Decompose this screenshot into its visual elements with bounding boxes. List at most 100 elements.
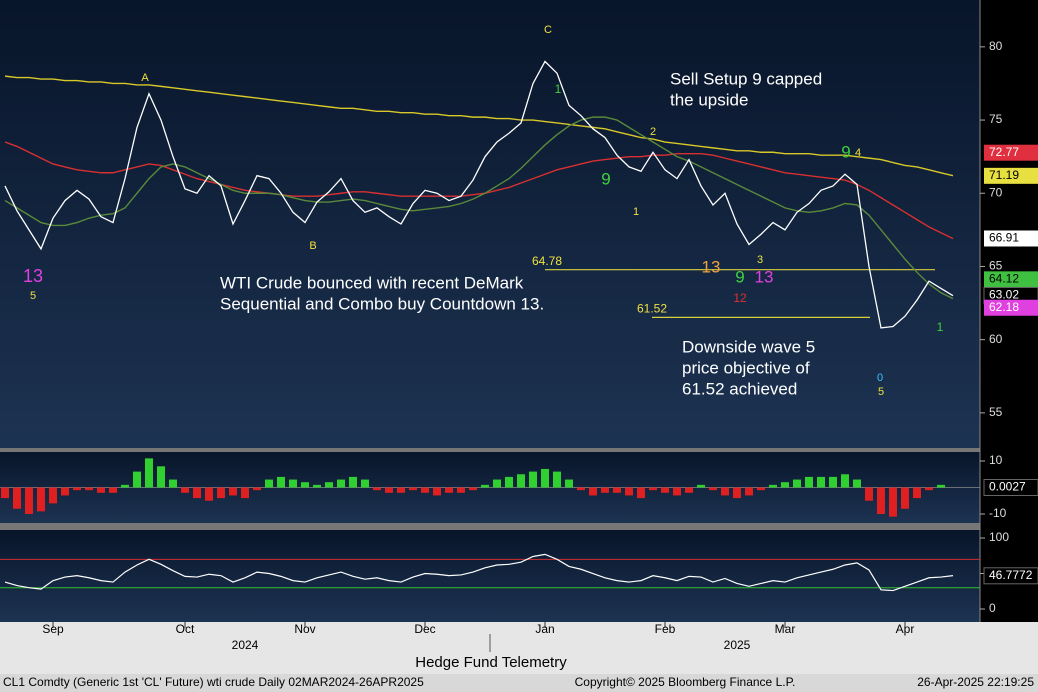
price-tag — [984, 299, 1038, 316]
x-axis-area — [0, 622, 1038, 674]
histogram-bar — [577, 487, 585, 491]
annotation: Downside wave 5 — [682, 337, 815, 356]
annotation: the upside — [670, 90, 748, 109]
y-tick-label: 10 — [989, 453, 1003, 467]
histogram-bar — [1, 487, 9, 499]
histogram-bar — [469, 487, 477, 491]
histogram-bar — [373, 487, 381, 491]
histogram-bar — [625, 487, 633, 496]
histogram-bar — [109, 487, 117, 493]
demark-count: 12 — [733, 291, 747, 305]
demark-count: 5 — [30, 290, 36, 302]
histogram-bar — [817, 476, 825, 488]
demark-count: 1 — [937, 320, 944, 334]
series-line — [4, 60, 954, 329]
price-tag — [984, 144, 1038, 161]
demark-count: 4 — [855, 147, 861, 159]
level-label: 64.78 — [532, 254, 562, 268]
x-tick-label: Mar — [775, 622, 796, 636]
histogram-bar — [61, 487, 69, 496]
histogram-bar — [709, 487, 717, 491]
y-tick-label: 100 — [989, 530, 1009, 544]
price-panel — [0, 0, 980, 448]
y-tick-label: 55 — [989, 405, 1003, 419]
histogram-bar — [937, 484, 945, 488]
y-tick-label: 60 — [989, 332, 1003, 346]
histogram-bar — [529, 471, 537, 488]
histogram-bar — [229, 487, 237, 496]
histogram-bar — [421, 487, 429, 493]
demark-count: 13 — [23, 266, 43, 286]
price-tag-label: 66.91 — [989, 231, 1019, 245]
histogram-bar — [265, 479, 273, 488]
histogram-bar — [181, 487, 189, 493]
histogram-bar — [313, 484, 321, 488]
demark-count: 0 — [877, 372, 883, 384]
histogram-bar — [361, 479, 369, 488]
status-bar — [0, 674, 1038, 692]
x-tick-label: Feb — [655, 622, 676, 636]
histogram-bar — [325, 482, 333, 488]
histogram-bar — [793, 479, 801, 488]
annotation: Sequential and Combo buy Countdown 13. — [220, 294, 544, 313]
y-tick-label: 75 — [989, 112, 1003, 126]
footer-center: Hedge Fund Telemetry — [415, 654, 567, 671]
histogram-bar — [769, 484, 777, 488]
histogram-bar — [409, 487, 417, 491]
histogram-bar — [121, 484, 129, 488]
histogram-bar — [241, 487, 249, 499]
series-line — [4, 75, 954, 177]
histogram-bar — [877, 487, 885, 514]
x-tick-label: Apr — [896, 622, 915, 636]
demark-count: 5 — [878, 386, 884, 398]
demark-count: 13 — [702, 257, 721, 276]
histogram-bar — [277, 476, 285, 488]
price-tag — [983, 478, 1038, 496]
histogram-bar — [481, 484, 489, 488]
demark-count: 9 — [841, 142, 850, 161]
histogram-bar — [457, 487, 465, 493]
histogram-bar — [697, 484, 705, 488]
histogram-bar — [433, 487, 441, 496]
histogram-bar — [169, 479, 177, 488]
histogram-bar — [661, 487, 669, 493]
price-tag-label: 72.77 — [989, 145, 1019, 159]
demark-count: 2 — [650, 126, 656, 138]
x-year-label: 2025 — [724, 638, 751, 652]
price-tag — [984, 271, 1038, 288]
y-tick-label: 80 — [989, 39, 1003, 53]
y-tick-label: 65 — [989, 259, 1003, 273]
histogram-bar — [745, 487, 753, 496]
histogram-bar — [913, 487, 921, 499]
histogram-bar — [385, 487, 393, 493]
histogram-bar — [73, 487, 81, 491]
demark-count: B — [309, 240, 316, 252]
price-tag-label: 46.7772 — [989, 568, 1033, 582]
histogram-bar — [733, 487, 741, 499]
histogram-bar — [49, 487, 57, 504]
histogram-bar — [829, 476, 837, 488]
histogram-bar — [757, 487, 765, 491]
price-tag-label: 62.18 — [989, 300, 1019, 314]
histogram-bar — [85, 487, 93, 491]
histogram-bar — [553, 471, 561, 488]
histogram-bar — [637, 487, 645, 499]
histogram-bar — [841, 474, 849, 488]
histogram-bar — [37, 487, 45, 512]
x-tick-label: Jan — [535, 622, 554, 636]
separator — [0, 523, 980, 530]
price-tag-label: 71.19 — [989, 168, 1019, 182]
histogram-bar — [337, 479, 345, 488]
annotation: Sell Setup 9 capped — [670, 69, 822, 88]
x-tick-label: Dec — [414, 622, 435, 636]
histogram-bar — [157, 466, 165, 488]
histogram-bar — [721, 487, 729, 496]
histogram-bar — [517, 474, 525, 488]
price-tag — [984, 167, 1038, 184]
demark-count: A — [141, 72, 149, 84]
price-tag — [984, 230, 1038, 247]
histogram-bar — [217, 487, 225, 499]
series-line — [4, 116, 954, 300]
histogram-bar — [781, 482, 789, 488]
histogram-bar — [925, 487, 933, 491]
